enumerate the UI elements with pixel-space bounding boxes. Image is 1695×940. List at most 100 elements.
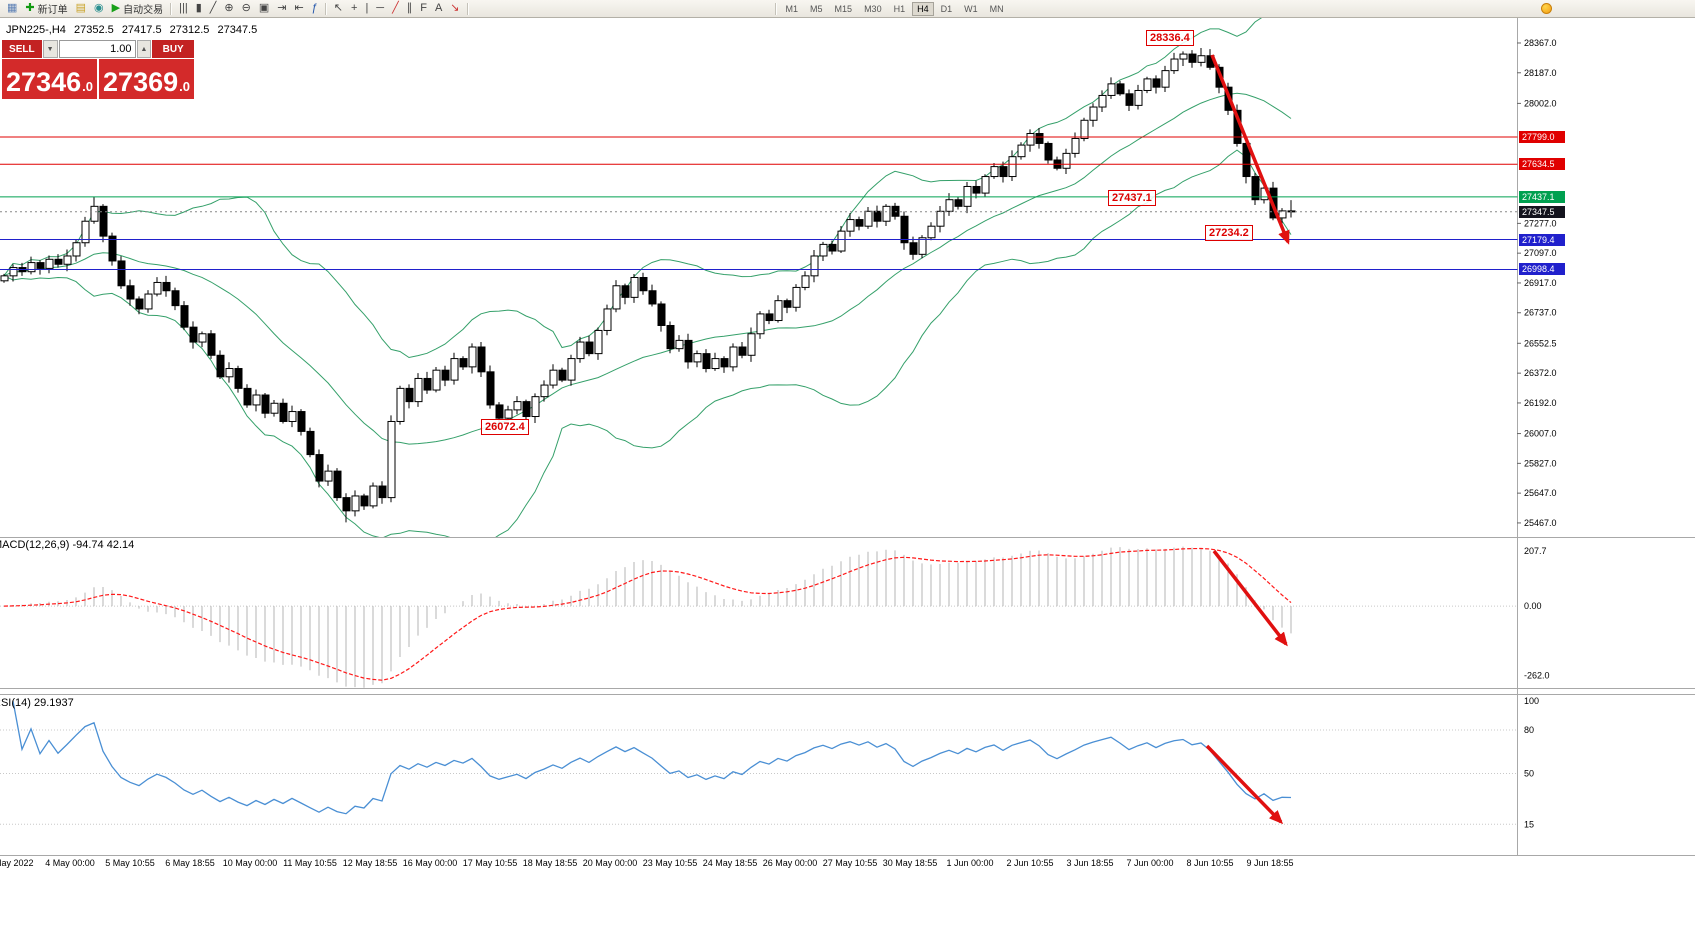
macd-signal-line bbox=[3, 547, 1292, 681]
svg-text:27277.0: 27277.0 bbox=[1524, 218, 1557, 228]
bar-chart-button[interactable]: ||| bbox=[175, 1, 192, 17]
trend-arrow[interactable] bbox=[1210, 54, 1290, 245]
svg-text:26917.0: 26917.0 bbox=[1524, 278, 1557, 288]
macd-label: MACD(12,26,9) -94.74 42.14 bbox=[0, 539, 135, 551]
svg-text:2 Jun 10:55: 2 Jun 10:55 bbox=[1006, 858, 1053, 868]
volume-decrement-button[interactable]: ▼ bbox=[42, 40, 58, 58]
buy-button[interactable]: BUY bbox=[152, 40, 194, 58]
ohlc-open: 27352.5 bbox=[73, 24, 114, 36]
vertical-line-button[interactable]: | bbox=[361, 1, 372, 17]
toolbar-separator bbox=[170, 2, 173, 15]
window-grid-icon: ▦ bbox=[7, 2, 18, 14]
svg-text:15: 15 bbox=[1524, 819, 1534, 829]
toolbar-separator bbox=[466, 2, 469, 15]
channel-button[interactable]: ∥ bbox=[403, 1, 417, 17]
line-chart-button[interactable]: ╱ bbox=[206, 1, 221, 17]
plus-icon: ✚ bbox=[25, 2, 35, 14]
toolbar: ▦ ✚ 新订单 ▤ ◉ ▶ 自动交易 ||| ▮ ╱ ⊕ ⊖ ▣ ⇥ ⇤ ƒ ↖ + | ─ ╱ ∥ F A ↘ M1 M5 M15 M… bbox=[0, 0, 1695, 18]
svg-text:26007.0: 26007.0 bbox=[1524, 429, 1557, 439]
price-axis-ticks: 28367.0 28187.0 28002.0 27277.0 27097.0 26917… bbox=[1517, 38, 1557, 528]
price-badge-27179.4: 27179.4 bbox=[1519, 233, 1565, 246]
svg-text:30 May 18:55: 30 May 18:55 bbox=[883, 858, 938, 868]
symbol-name: JPN225-,H4 bbox=[6, 24, 66, 36]
rsi-label: RSI(14) 29.1937 bbox=[0, 697, 74, 709]
indicators-button[interactable]: ƒ bbox=[308, 1, 322, 17]
sell-price-box[interactable]: 27346 .0 bbox=[2, 59, 97, 99]
volume-increment-button[interactable]: ▲ bbox=[136, 40, 152, 58]
svg-text:6 May 18:55: 6 May 18:55 bbox=[165, 858, 215, 868]
price-annotation[interactable]: 26072.4 bbox=[481, 419, 529, 435]
timeframe-m1[interactable]: M1 bbox=[785, 3, 799, 14]
chart-shift-icon: ⇤ bbox=[294, 2, 304, 14]
zoom-out-icon: ⊖ bbox=[241, 2, 251, 14]
alerts-button[interactable]: ◉ bbox=[90, 1, 108, 17]
timeframe-w1[interactable]: W1 bbox=[964, 3, 978, 14]
cursor-button[interactable]: ↖ bbox=[330, 1, 347, 17]
chart-shift-button[interactable]: ⇤ bbox=[290, 1, 307, 17]
auto-scroll-button[interactable]: ⇥ bbox=[273, 1, 290, 17]
trend-arrow[interactable] bbox=[1212, 549, 1288, 647]
tile-windows-button[interactable]: ▣ bbox=[255, 1, 273, 17]
svg-text:80: 80 bbox=[1524, 725, 1534, 735]
volume-input[interactable] bbox=[58, 40, 136, 58]
timeframe-m30[interactable]: M30 bbox=[864, 3, 882, 14]
timeframe-d1[interactable]: D1 bbox=[940, 3, 953, 14]
svg-text:26737.0: 26737.0 bbox=[1524, 308, 1557, 318]
svg-text:100: 100 bbox=[1524, 696, 1539, 706]
terminal-window-button[interactable]: ▦ bbox=[3, 1, 21, 17]
svg-text:3 Jun 18:55: 3 Jun 18:55 bbox=[1066, 858, 1113, 868]
price-annotation[interactable]: 28336.4 bbox=[1146, 30, 1194, 46]
trendline-button[interactable]: ╱ bbox=[388, 1, 403, 17]
tile-icon: ▣ bbox=[258, 2, 270, 14]
channel-icon: ∥ bbox=[406, 2, 413, 14]
current-price-badge: 27347.5 bbox=[1519, 205, 1565, 218]
candlestick-button[interactable]: ▮ bbox=[192, 1, 206, 17]
new-order-button[interactable]: ✚ 新订单 bbox=[21, 1, 71, 17]
svg-text:25467.0: 25467.0 bbox=[1524, 518, 1557, 528]
template-icon: ▤ bbox=[75, 2, 87, 14]
svg-text:12 May 18:55: 12 May 18:55 bbox=[343, 858, 398, 868]
bollinger-lower bbox=[3, 149, 1292, 537]
buy-price-box[interactable]: 27369 .0 bbox=[99, 59, 194, 99]
ohlc-high: 27417.5 bbox=[121, 24, 162, 36]
ohlc-close: 27347.5 bbox=[217, 24, 258, 36]
timeframe-h1[interactable]: H1 bbox=[893, 3, 906, 14]
timeframe-h4[interactable]: H4 bbox=[912, 1, 934, 16]
svg-text:28187.0: 28187.0 bbox=[1524, 68, 1557, 78]
vertical-line-icon: | bbox=[365, 2, 369, 14]
crosshair-button[interactable]: + bbox=[347, 1, 361, 17]
one-click-trading-panel: SELL ▼ ▲ BUY 27346 .0 27369 .0 bbox=[2, 40, 194, 99]
sell-price: 27346 bbox=[6, 67, 82, 97]
timeframe-m15[interactable]: M15 bbox=[834, 3, 853, 14]
svg-text:18 May 18:55: 18 May 18:55 bbox=[523, 858, 578, 868]
chart-template-button[interactable]: ▤ bbox=[72, 1, 90, 17]
sell-button[interactable]: SELL bbox=[2, 40, 42, 58]
svg-text:26 May 00:00: 26 May 00:00 bbox=[763, 858, 818, 868]
zoom-in-button[interactable]: ⊕ bbox=[220, 1, 237, 17]
svg-text:207.7: 207.7 bbox=[1524, 546, 1547, 556]
arrows-button[interactable]: ↘ bbox=[446, 1, 463, 17]
svg-text:17 May 10:55: 17 May 10:55 bbox=[463, 858, 518, 868]
price-badge-27634.5: 27634.5 bbox=[1519, 158, 1565, 171]
zoom-out-button[interactable]: ⊖ bbox=[238, 1, 255, 17]
cursor-icon: ↖ bbox=[333, 2, 343, 14]
price-badge-26998.4: 26998.4 bbox=[1519, 263, 1565, 276]
text-button[interactable]: A bbox=[431, 1, 446, 17]
autotrade-button[interactable]: ▶ 自动交易 bbox=[108, 1, 167, 17]
price-annotation[interactable]: 27234.2 bbox=[1205, 225, 1253, 241]
text-icon: A bbox=[434, 2, 443, 14]
timeframe-m5[interactable]: M5 bbox=[810, 3, 823, 14]
buy-price: 27369 bbox=[103, 67, 179, 97]
bollinger-middle bbox=[3, 92, 1292, 445]
macd-histogram bbox=[12, 546, 1292, 688]
notification-icon[interactable] bbox=[1541, 3, 1552, 14]
svg-text:27 May 10:55: 27 May 10:55 bbox=[823, 858, 878, 868]
svg-text:10 May 00:00: 10 May 00:00 bbox=[223, 858, 278, 868]
fibonacci-button[interactable]: F bbox=[416, 1, 431, 17]
timeframe-mn[interactable]: MN bbox=[989, 3, 1004, 14]
sell-price-frac: .0 bbox=[82, 78, 93, 94]
price-annotation[interactable]: 27437.1 bbox=[1108, 190, 1156, 206]
trend-arrow[interactable] bbox=[1205, 744, 1284, 825]
horizontal-line-button[interactable]: ─ bbox=[372, 1, 388, 17]
